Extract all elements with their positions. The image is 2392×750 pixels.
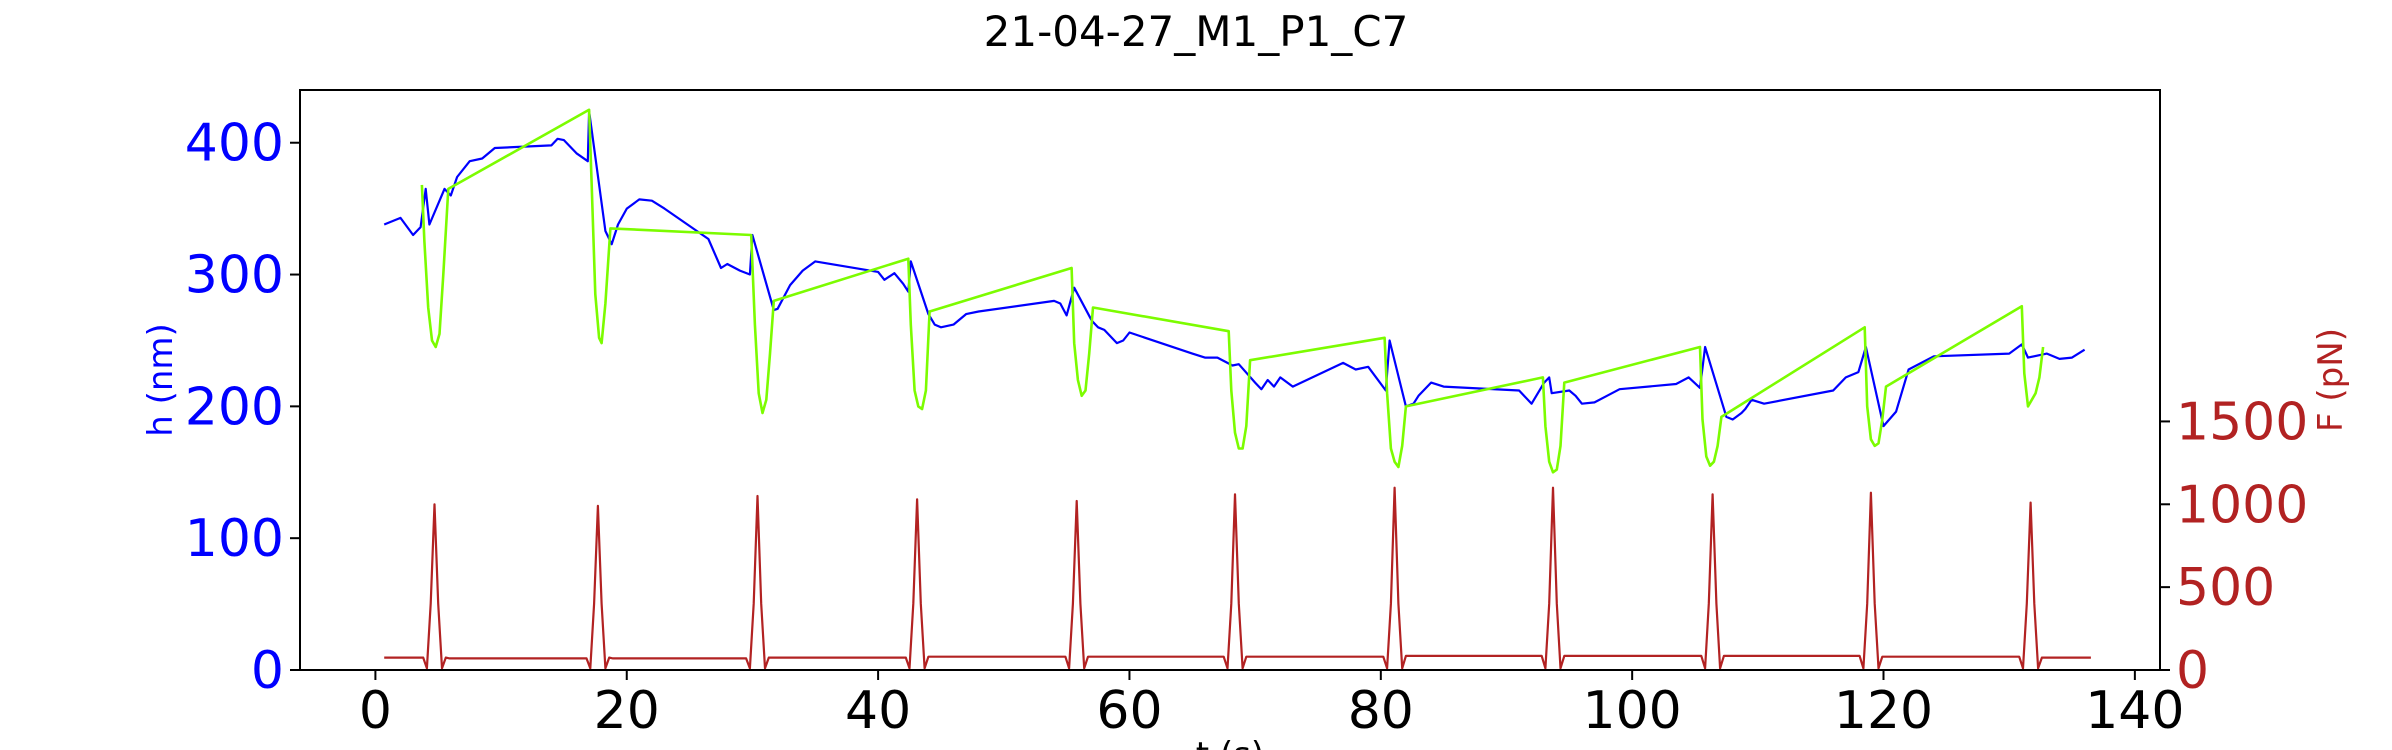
left-y-tick-label: 300 xyxy=(185,246,284,306)
x-tick-label: 40 xyxy=(845,681,911,741)
left-y-tick-label: 0 xyxy=(251,641,284,701)
x-tick-label: 60 xyxy=(1096,681,1162,741)
right-y-tick-label: 1000 xyxy=(2176,475,2308,535)
x-tick-label: 80 xyxy=(1348,681,1414,741)
plot-frame xyxy=(299,89,2161,671)
x-tick-label: 140 xyxy=(2085,681,2184,741)
chart-title: 21-04-27_M1_P1_C7 xyxy=(984,7,1409,56)
h-baseline-line xyxy=(383,109,2086,428)
x-tick-label: 120 xyxy=(1834,681,1933,741)
right-y-tick-label: 1500 xyxy=(2176,392,2308,452)
x-axis: 0 20 40 60 80 100 120 140 xyxy=(359,670,2184,741)
x-tick-label: 0 xyxy=(359,681,392,741)
h-compression-line xyxy=(420,108,2045,474)
left-y-tick-label: 100 xyxy=(185,509,284,569)
x-tick-label: 20 xyxy=(594,681,660,741)
force-line xyxy=(384,486,2091,670)
y-axis-label-left: h (nm) xyxy=(141,323,181,437)
series-group xyxy=(383,108,2091,670)
x-tick-label: 100 xyxy=(1583,681,1682,741)
x-axis-label: t (s) xyxy=(1196,735,1264,750)
y-axis-label-right: F (pN) xyxy=(2311,328,2351,432)
right-y-tick-label: 500 xyxy=(2176,558,2275,618)
right-y-tick-label: 0 xyxy=(2176,641,2209,701)
right-y-axis: 0 500 1000 1500 xyxy=(2160,392,2308,701)
left-y-tick-label: 400 xyxy=(185,114,284,174)
left-y-tick-label: 200 xyxy=(185,377,284,437)
left-y-axis: 0 100 200 300 400 xyxy=(185,114,300,701)
